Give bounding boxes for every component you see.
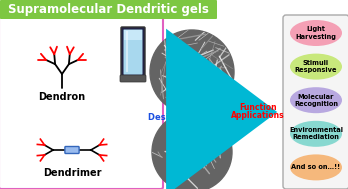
Ellipse shape: [290, 87, 342, 113]
Text: And so on…!!: And so on…!!: [291, 164, 341, 170]
FancyBboxPatch shape: [283, 15, 348, 189]
FancyBboxPatch shape: [65, 146, 79, 153]
Text: Molecular
Recognition: Molecular Recognition: [294, 94, 338, 107]
FancyBboxPatch shape: [124, 29, 142, 74]
Text: Dendron: Dendron: [38, 92, 86, 102]
Text: Supramolecular Dendritic gels: Supramolecular Dendritic gels: [8, 4, 208, 16]
FancyBboxPatch shape: [121, 27, 145, 77]
Text: Dendrimer: Dendrimer: [43, 168, 101, 178]
Ellipse shape: [290, 121, 342, 147]
Circle shape: [150, 30, 234, 114]
FancyBboxPatch shape: [0, 17, 163, 189]
FancyBboxPatch shape: [124, 30, 142, 40]
Text: Function: Function: [239, 102, 277, 112]
Text: Design & Property: Design & Property: [148, 112, 236, 122]
Text: Stimuli
Responsive: Stimuli Responsive: [295, 60, 337, 73]
Ellipse shape: [290, 20, 342, 46]
FancyBboxPatch shape: [0, 0, 217, 19]
Circle shape: [152, 112, 232, 189]
Ellipse shape: [290, 154, 342, 180]
Text: Applications: Applications: [231, 112, 285, 121]
Text: Light
Harvesting: Light Harvesting: [295, 26, 337, 40]
FancyBboxPatch shape: [120, 75, 146, 82]
Ellipse shape: [290, 54, 342, 80]
Text: Environmental
Remediation: Environmental Remediation: [289, 127, 343, 140]
